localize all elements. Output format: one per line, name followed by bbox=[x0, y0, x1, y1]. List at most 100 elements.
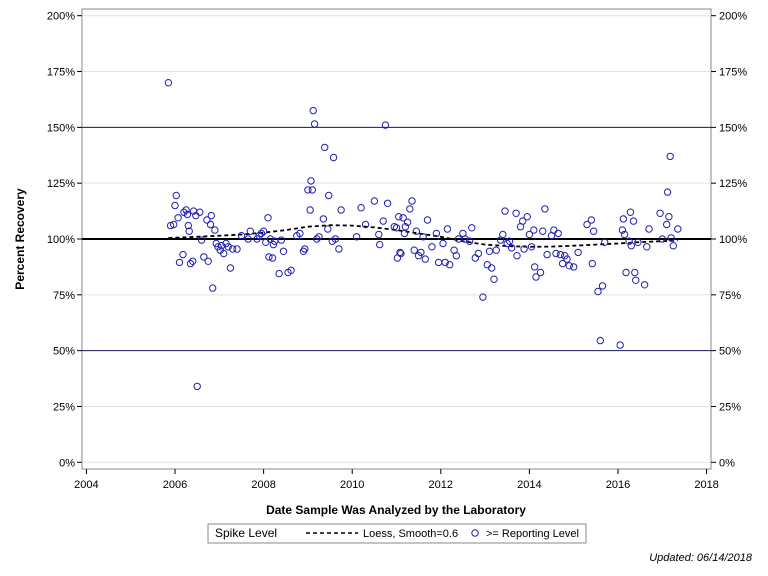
data-point bbox=[209, 284, 217, 292]
data-point bbox=[403, 218, 412, 227]
data-point bbox=[594, 287, 602, 296]
data-point bbox=[337, 206, 345, 214]
data-point bbox=[397, 249, 405, 258]
data-point bbox=[399, 214, 407, 222]
data-point bbox=[220, 249, 228, 258]
data-point bbox=[669, 242, 677, 250]
data-point bbox=[520, 245, 528, 253]
data-point bbox=[536, 268, 545, 277]
data-point bbox=[474, 249, 483, 258]
data-point bbox=[244, 235, 252, 243]
data-point bbox=[164, 79, 173, 87]
data-point bbox=[631, 268, 639, 277]
data-point bbox=[490, 275, 498, 283]
y-tick-label: 175% bbox=[47, 67, 75, 79]
data-point bbox=[658, 235, 666, 243]
y-axis-title: Percent Recovery bbox=[13, 188, 27, 290]
data-point bbox=[523, 213, 531, 221]
data-point bbox=[428, 243, 436, 251]
data-point bbox=[587, 216, 596, 224]
data-point bbox=[392, 224, 401, 232]
data-point bbox=[406, 205, 414, 213]
data-point bbox=[558, 259, 567, 268]
data-point bbox=[532, 273, 540, 281]
x-tick-label: 2004 bbox=[74, 479, 98, 491]
legend-box bbox=[207, 523, 587, 544]
data-point bbox=[196, 208, 204, 216]
data-point bbox=[277, 236, 285, 244]
data-point bbox=[226, 264, 235, 272]
data-point bbox=[361, 220, 370, 229]
data-point bbox=[309, 106, 317, 115]
data-point bbox=[643, 243, 651, 251]
data-point bbox=[556, 250, 565, 259]
data-point bbox=[446, 261, 454, 269]
y-tick-label-right: 175% bbox=[719, 67, 747, 79]
legend-points-marker bbox=[471, 529, 479, 537]
data-point bbox=[417, 248, 425, 257]
y-tick-label-right: 150% bbox=[719, 122, 747, 134]
data-point bbox=[666, 152, 674, 161]
data-point bbox=[674, 225, 682, 233]
data-point bbox=[313, 235, 321, 243]
data-point bbox=[266, 235, 274, 243]
data-point bbox=[468, 224, 476, 232]
data-point bbox=[265, 253, 273, 261]
data-point bbox=[179, 250, 187, 259]
data-point bbox=[465, 237, 474, 245]
data-point bbox=[383, 199, 392, 208]
data-point bbox=[304, 186, 312, 194]
data-point bbox=[206, 220, 215, 229]
data-point bbox=[224, 243, 232, 251]
y-tick-label: 75% bbox=[53, 290, 75, 302]
data-point bbox=[182, 206, 190, 214]
data-point bbox=[310, 120, 319, 128]
data-point bbox=[175, 258, 184, 267]
data-point bbox=[513, 252, 521, 260]
data-point bbox=[663, 220, 671, 229]
data-point bbox=[325, 191, 333, 200]
data-point bbox=[381, 121, 390, 129]
data-point bbox=[640, 281, 649, 289]
data-point bbox=[197, 236, 206, 244]
data-point bbox=[321, 143, 329, 152]
data-point bbox=[233, 245, 241, 253]
data-point bbox=[432, 229, 441, 238]
data-point bbox=[479, 293, 487, 301]
data-point bbox=[625, 237, 633, 245]
data-point bbox=[665, 213, 673, 221]
data-point bbox=[268, 254, 277, 262]
data-point bbox=[531, 263, 539, 271]
legend: Spike Level Loess, Smooth=0.6 >= Reporti… bbox=[207, 523, 587, 544]
x-axis: 2004 2006 2008 2010 2012 2014 2016 2018 bbox=[74, 469, 719, 491]
data-point bbox=[193, 382, 201, 391]
data-point bbox=[257, 229, 266, 238]
data-point bbox=[352, 233, 361, 241]
data-point bbox=[184, 221, 193, 230]
data-point bbox=[619, 215, 627, 223]
data-point bbox=[441, 258, 449, 267]
x-tick-label: 2006 bbox=[163, 479, 187, 491]
data-point bbox=[306, 206, 314, 214]
data-point bbox=[204, 257, 212, 265]
y-tick-label-right: 125% bbox=[719, 178, 747, 190]
data-point bbox=[508, 244, 516, 252]
legend-entry-spike-level: Spike Level bbox=[215, 526, 277, 540]
y-axis-right: 0% 25% 50% 75% 100% 125% 150% 175% 200% bbox=[711, 11, 747, 469]
data-point bbox=[541, 205, 549, 213]
data-point bbox=[307, 177, 315, 185]
updated-footnote: Updated: 06/14/2018 bbox=[649, 552, 753, 564]
data-point bbox=[315, 233, 323, 241]
data-point bbox=[439, 239, 447, 248]
data-point bbox=[461, 235, 469, 243]
y-tick-label: 100% bbox=[47, 234, 75, 246]
x-tick-label: 2012 bbox=[429, 479, 453, 491]
data-point bbox=[259, 227, 268, 235]
data-point bbox=[185, 227, 193, 235]
data-point bbox=[588, 259, 596, 268]
data-point bbox=[667, 234, 675, 242]
data-point bbox=[583, 220, 591, 229]
reporting-level-series bbox=[164, 79, 682, 391]
data-point bbox=[530, 226, 538, 234]
data-point bbox=[331, 235, 340, 243]
